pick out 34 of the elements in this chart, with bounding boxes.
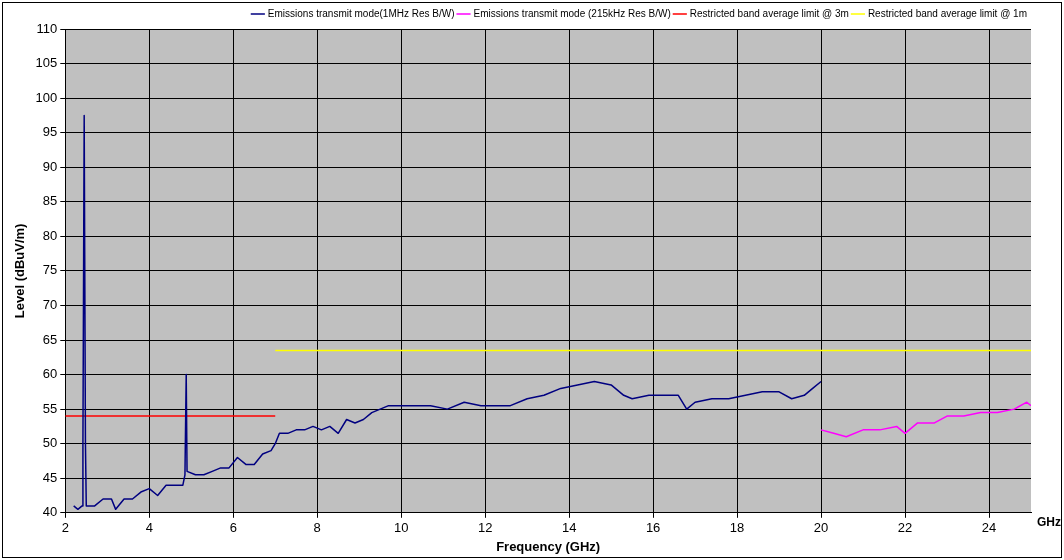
y-tick-label: 95	[42, 124, 58, 140]
x-tick-label: 12	[477, 520, 493, 536]
text: GHz	[1037, 515, 1061, 530]
y-tick-label: 75	[42, 262, 58, 278]
x-tick-label: 18	[729, 520, 745, 536]
y-tick-label: 90	[42, 158, 58, 174]
y-tick-label: 55	[42, 400, 58, 416]
x-tick-label: 4	[145, 520, 153, 536]
x-tick-label: 2	[61, 520, 69, 536]
x-tick-label: 14	[561, 520, 577, 536]
x-tick-label: 6	[229, 520, 237, 536]
y-tick-label: 85	[42, 193, 58, 209]
y-tick-label: 110	[36, 20, 58, 36]
y-tick-label: 60	[42, 366, 58, 382]
legend-label: Restricted band average limit @ 3m	[689, 7, 849, 19]
y-tick-label: 80	[42, 227, 58, 243]
y-tick-label: 70	[42, 297, 58, 313]
y-axis-title: Level (dBuV/m)	[12, 223, 28, 319]
x-tick-label: 20	[813, 520, 829, 536]
x-tick-label: 16	[645, 520, 661, 536]
x-axis-title: Frequency (GHz)	[496, 538, 601, 554]
y-tick-label: 50	[42, 435, 58, 451]
x-tick-label: 22	[897, 520, 913, 536]
x-tick-label: 10	[393, 520, 409, 536]
legend-label: Restricted band average limit @ 1m	[867, 7, 1027, 19]
y-tick-label: 65	[42, 331, 58, 347]
y-tick-label: 100	[35, 89, 58, 105]
legend-label: Emissions transmit mode (215kHz Res B/W)	[473, 7, 671, 19]
y-tick-label: 40	[42, 504, 58, 520]
x-tick-label: 24	[981, 520, 997, 536]
y-tick-label: 45	[42, 469, 58, 485]
legend-label: Emissions transmit mode(1MHz Res B/W)	[267, 7, 455, 19]
y-tick-label: 105	[35, 55, 58, 71]
x-tick-label: 8	[313, 520, 321, 536]
